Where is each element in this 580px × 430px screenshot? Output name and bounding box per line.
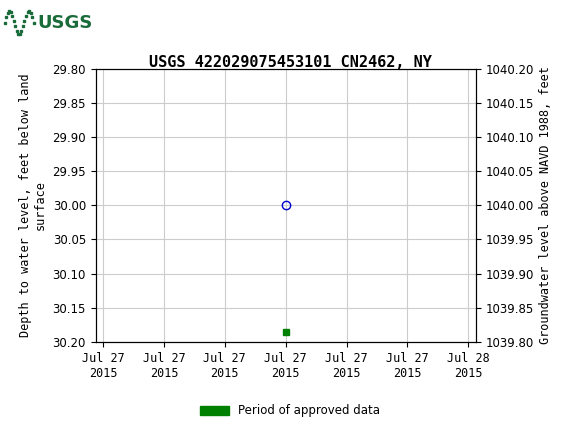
Y-axis label: Depth to water level, feet below land
surface: Depth to water level, feet below land su… [19, 74, 47, 337]
Y-axis label: Groundwater level above NAVD 1988, feet: Groundwater level above NAVD 1988, feet [539, 66, 552, 344]
Text: USGS 422029075453101 CN2462, NY: USGS 422029075453101 CN2462, NY [148, 55, 432, 70]
Text: USGS: USGS [38, 14, 93, 31]
Legend: Period of approved data: Period of approved data [195, 399, 385, 422]
FancyBboxPatch shape [3, 3, 67, 42]
